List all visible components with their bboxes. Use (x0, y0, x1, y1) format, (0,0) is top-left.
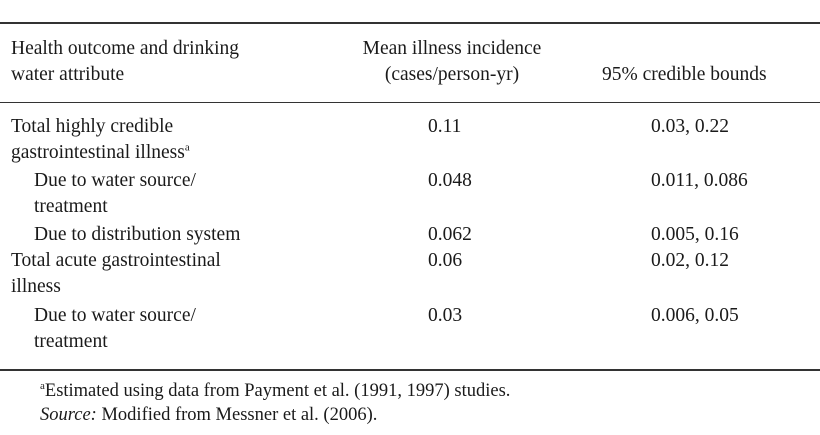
row-label-line1: Due to distribution system (34, 224, 241, 245)
row-mean: 0.062 (428, 224, 472, 245)
row-label-line2: illness (11, 276, 61, 297)
row-bounds: 0.02, 0.12 (651, 250, 729, 271)
source-label: Source: (40, 405, 97, 425)
source-text: Modified from Messner et al. (2006). (96, 405, 378, 425)
row-mean: 0.03 (428, 305, 463, 326)
row-bounds: 0.03, 0.22 (651, 116, 729, 137)
header-mean-line2: (cases/person-yr) (384, 64, 520, 85)
row-mean: 0.06 (428, 250, 463, 271)
header-outcome: Health outcome and drinking water attrib… (11, 36, 239, 88)
row-bounds: 0.005, 0.16 (651, 224, 739, 245)
row-label-line1: Due to water source/ (34, 170, 196, 191)
footnote-a-text: Estimated using data from Payment et al.… (44, 381, 511, 401)
table-row: Total highly credible gastrointestinal i… (11, 114, 190, 166)
row-mean: 0.11 (428, 116, 462, 137)
table-row: Total acute gastrointestinal illness (11, 248, 221, 300)
row-bounds: 0.011, 0.086 (651, 170, 748, 191)
header-outcome-line1: Health outcome and drinking (11, 38, 239, 59)
header-mean-incidence: Mean illness incidence (cases/person-yr) (342, 36, 562, 88)
footnote-marker: a (184, 141, 190, 154)
table-row: Due to distribution system (34, 222, 240, 248)
row-label-line1: Due to water source/ (34, 305, 196, 326)
header-mean-line1: Mean illness incidence (362, 38, 542, 59)
row-bounds: 0.006, 0.05 (651, 305, 739, 326)
table-row: Due to water source/ treatment (34, 168, 196, 220)
footnote-a: aEstimated using data from Payment et al… (40, 378, 510, 406)
header-outcome-line2: water attribute (11, 64, 125, 85)
row-label-line2: treatment (34, 331, 108, 352)
footnote-source: Source: Modified from Messner et al. (20… (40, 402, 377, 428)
row-mean: 0.048 (428, 170, 472, 191)
table-bottom-rule (0, 369, 820, 371)
table-header-rule (0, 102, 820, 104)
row-label-line2: treatment (34, 196, 108, 217)
row-label-line1: Total highly credible (11, 116, 174, 137)
header-credible-bounds: 95% credible bounds (602, 64, 767, 85)
table-row: Due to water source/ treatment (34, 303, 196, 355)
row-label-line2: gastrointestinal illnessa (11, 141, 190, 163)
row-label-line1: Total acute gastrointestinal (11, 250, 221, 271)
footnote-a-marker: a (40, 380, 45, 392)
table-top-rule (0, 22, 820, 24)
